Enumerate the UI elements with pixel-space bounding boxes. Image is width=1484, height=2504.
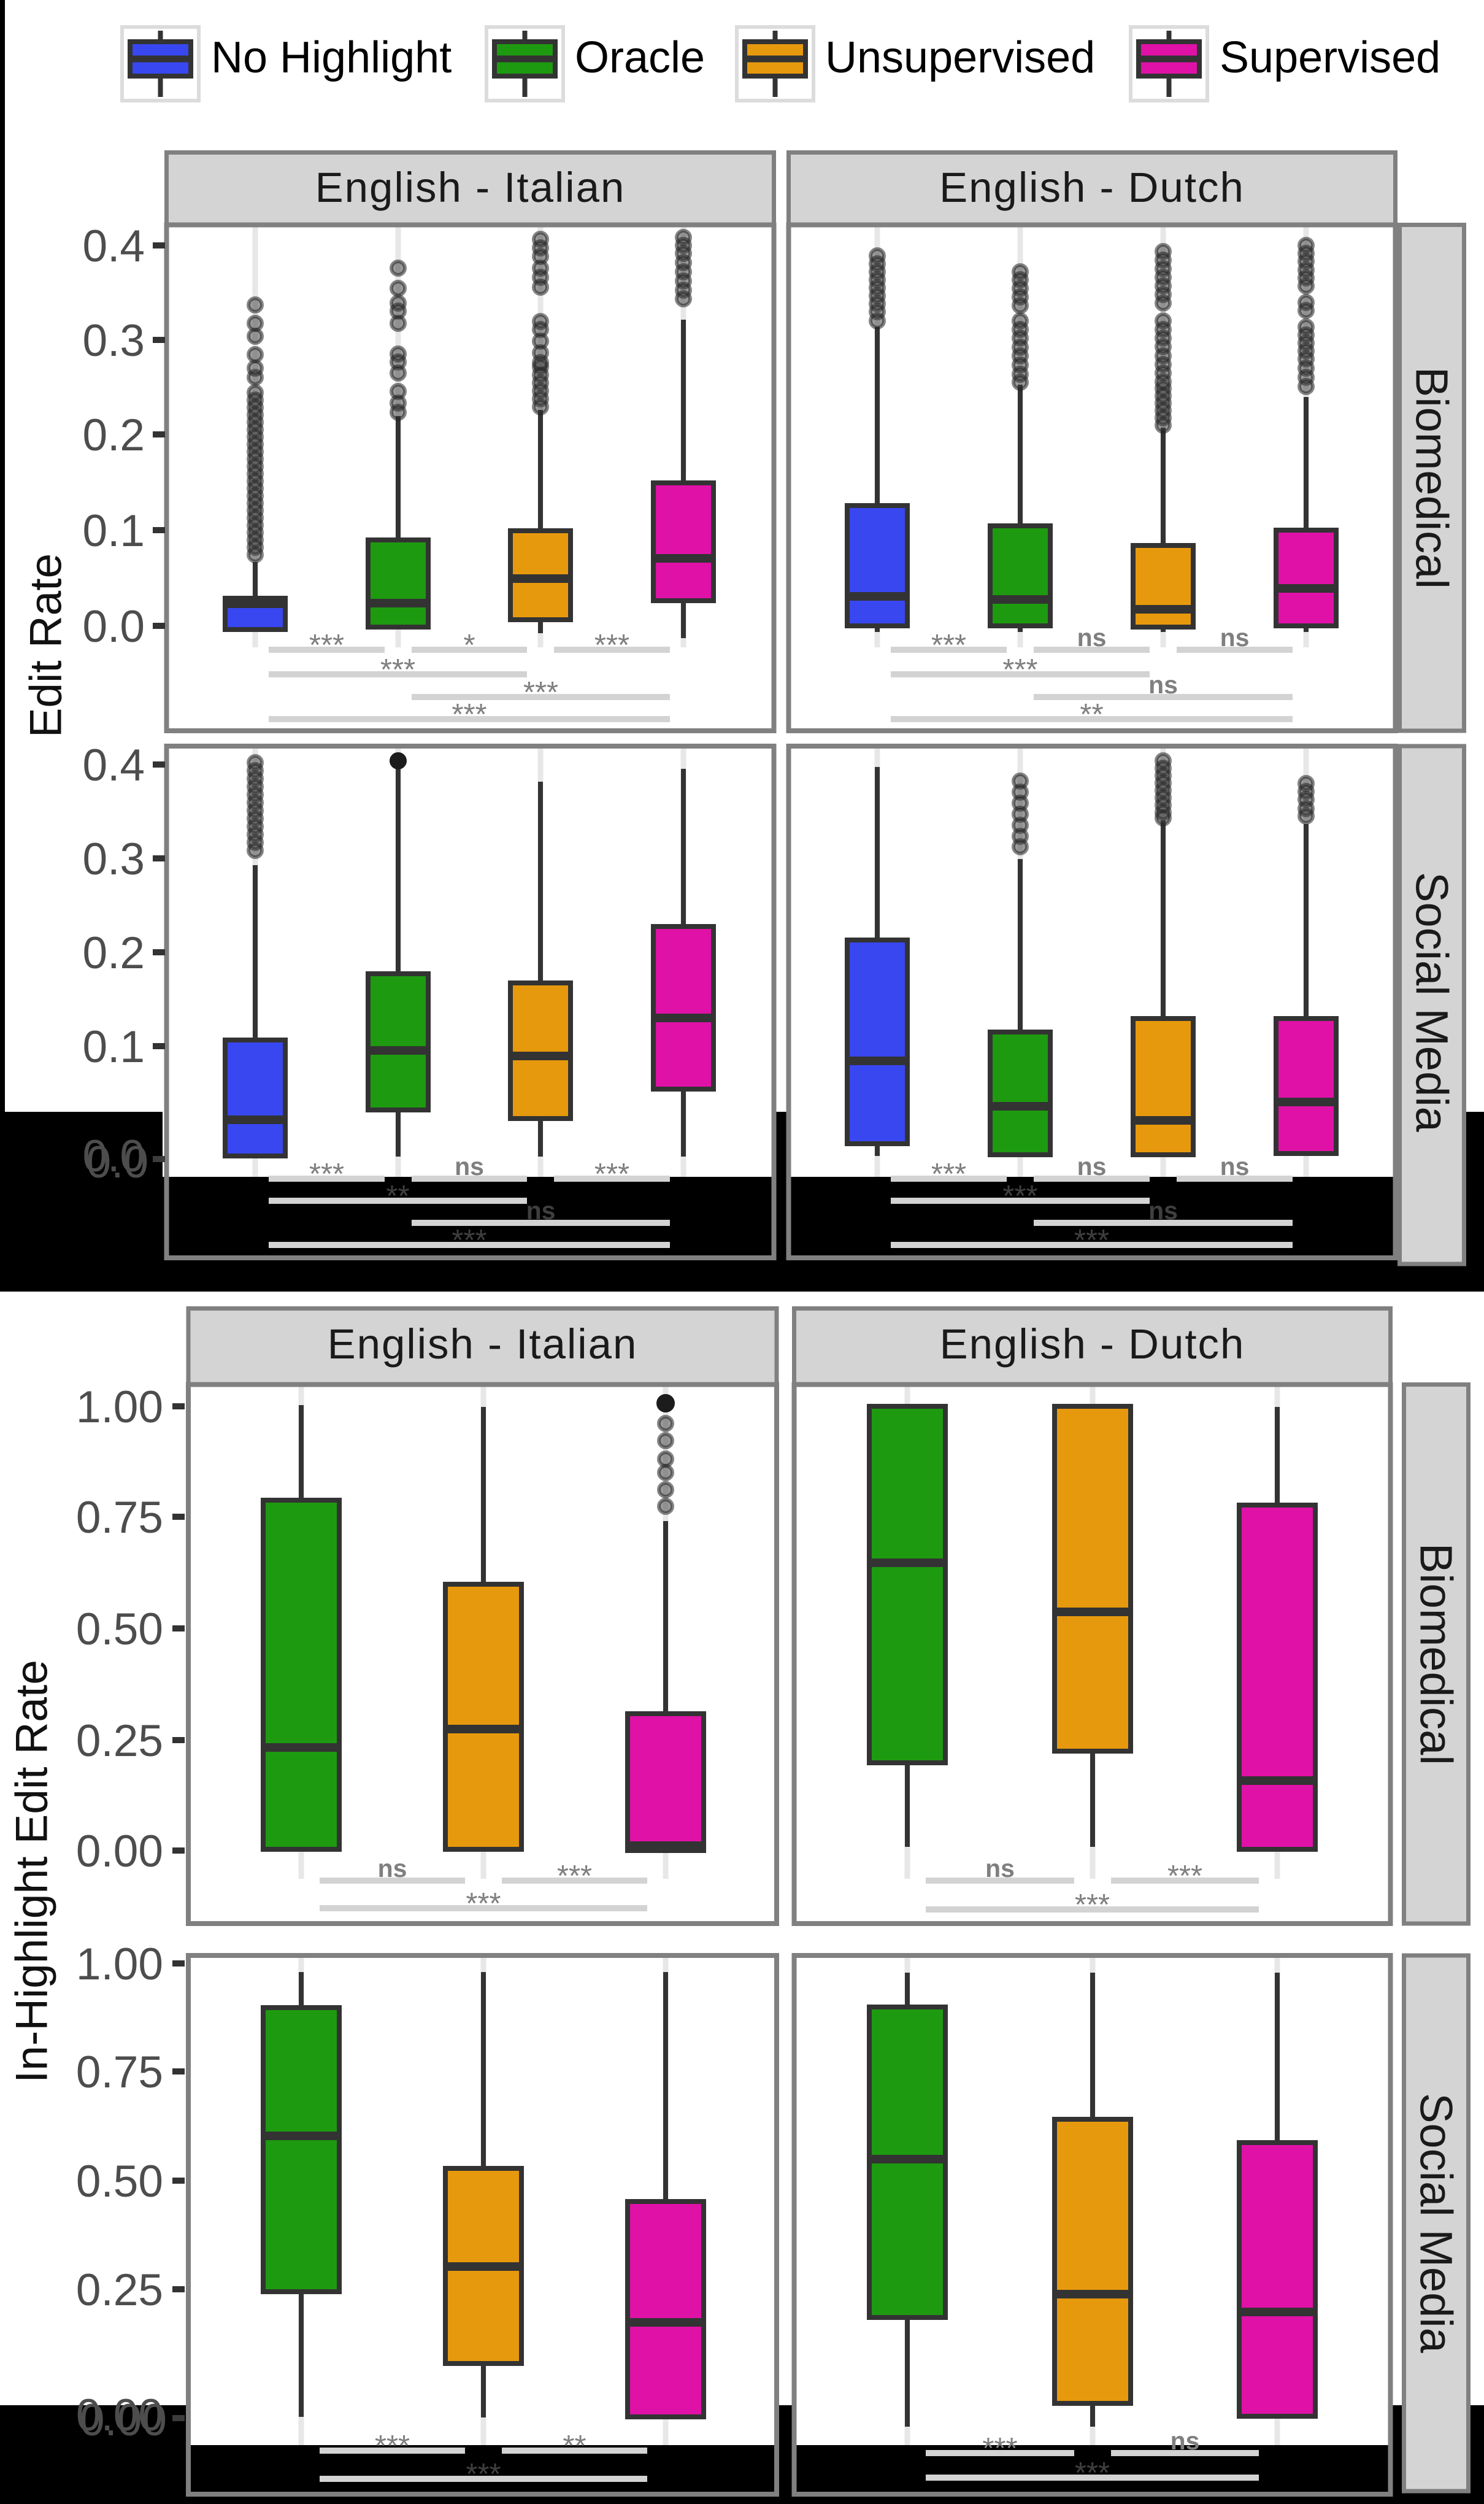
svg-text:***: *** [982, 2432, 1017, 2465]
svg-text:ns: ns [1220, 1152, 1250, 1181]
svg-text:0.50: 0.50 [76, 1604, 163, 1654]
svg-text:***: *** [557, 1860, 592, 1893]
svg-text:***: *** [452, 1224, 486, 1257]
svg-text:0.25: 0.25 [76, 1716, 163, 1766]
svg-text:0.3: 0.3 [83, 834, 145, 884]
svg-text:***: *** [931, 629, 966, 662]
svg-text:***: *** [452, 698, 486, 731]
svg-text:***: *** [1075, 2457, 1110, 2490]
svg-text:***: *** [1167, 1860, 1202, 1893]
svg-text:0.3: 0.3 [83, 316, 145, 366]
svg-text:0.00: 0.00 [80, 2395, 167, 2445]
svg-text:0.4: 0.4 [83, 741, 145, 790]
svg-text:Supervised: Supervised [1220, 33, 1440, 82]
svg-text:0.1: 0.1 [83, 506, 145, 556]
svg-text:0.0: 0.0 [87, 1138, 148, 1187]
svg-text:Social Media: Social Media [1411, 2093, 1462, 2354]
svg-text:***: *** [466, 2458, 501, 2491]
svg-text:0.4: 0.4 [83, 222, 145, 271]
svg-text:**: ** [563, 2430, 586, 2463]
svg-text:***: *** [1074, 1224, 1109, 1257]
svg-text:0.75: 0.75 [76, 1493, 163, 1543]
svg-text:Biomedical: Biomedical [1411, 1543, 1462, 1765]
svg-text:Biomedical: Biomedical [1407, 367, 1458, 589]
svg-text:In-Highlight Edit Rate: In-Highlight Edit Rate [7, 1660, 57, 2083]
svg-text:***: *** [931, 1158, 966, 1191]
svg-text:English - Italian: English - Italian [328, 1320, 638, 1368]
svg-text:0.50: 0.50 [76, 2157, 163, 2206]
svg-text:Oracle: Oracle [575, 33, 705, 82]
svg-text:ns: ns [985, 1854, 1015, 1882]
svg-text:0.0: 0.0 [83, 602, 145, 652]
svg-text:***: *** [466, 1887, 501, 1920]
svg-text:ns: ns [378, 1854, 407, 1882]
svg-text:0.2: 0.2 [83, 928, 145, 978]
svg-text:***: *** [1075, 1889, 1110, 1922]
svg-text:***: *** [594, 629, 629, 662]
svg-text:ns: ns [1077, 623, 1107, 652]
svg-text:***: *** [1002, 1180, 1037, 1213]
svg-text:***: *** [1002, 653, 1037, 687]
svg-text:1.00: 1.00 [76, 1382, 163, 1432]
svg-text:0.75: 0.75 [76, 2048, 163, 2097]
svg-text:0.00: 0.00 [76, 2390, 163, 2440]
svg-text:***: *** [594, 1158, 629, 1191]
svg-text:ns: ns [1148, 671, 1178, 699]
svg-text:*: * [463, 629, 475, 662]
svg-text:**: ** [1080, 698, 1103, 731]
svg-text:Unsupervised: Unsupervised [825, 33, 1095, 82]
svg-text:English - Dutch: English - Dutch [939, 164, 1245, 211]
svg-text:ns: ns [1220, 623, 1250, 652]
svg-text:**: ** [386, 1180, 409, 1213]
svg-text:0.1: 0.1 [83, 1022, 145, 1072]
svg-text:0.0: 0.0 [83, 1131, 145, 1181]
svg-text:Social Media: Social Media [1407, 872, 1458, 1133]
svg-text:0.2: 0.2 [83, 410, 145, 460]
svg-text:***: *** [380, 653, 415, 687]
svg-text:0.00: 0.00 [76, 1827, 163, 1876]
svg-text:***: *** [375, 2430, 410, 2463]
svg-text:ns: ns [526, 1196, 556, 1225]
svg-text:ns: ns [1077, 1152, 1107, 1181]
svg-text:ns: ns [1171, 2427, 1200, 2455]
svg-text:English - Italian: English - Italian [315, 164, 626, 211]
svg-text:***: *** [523, 676, 558, 709]
svg-text:1.00: 1.00 [76, 1940, 163, 1989]
svg-text:ns: ns [455, 1152, 484, 1181]
svg-text:No Highlight: No Highlight [211, 33, 452, 82]
svg-text:English - Dutch: English - Dutch [940, 1320, 1245, 1368]
svg-text:***: *** [309, 629, 344, 662]
svg-text:Edit Rate: Edit Rate [21, 553, 71, 738]
svg-text:***: *** [309, 1158, 344, 1191]
svg-text:ns: ns [1148, 1196, 1178, 1225]
svg-text:0.25: 0.25 [76, 2265, 163, 2315]
